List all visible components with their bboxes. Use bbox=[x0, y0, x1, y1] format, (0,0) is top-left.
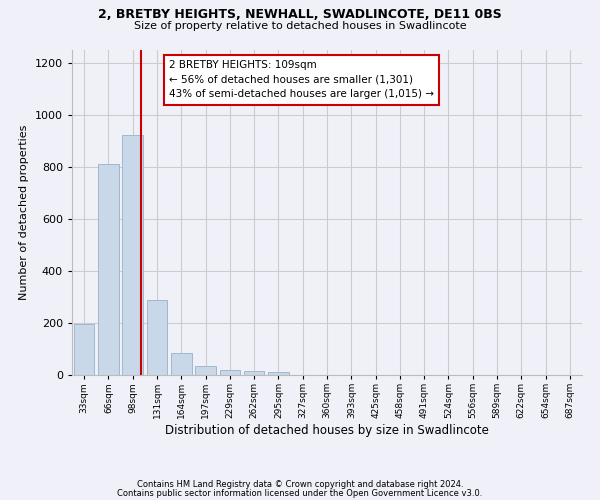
Text: Contains public sector information licensed under the Open Government Licence v3: Contains public sector information licen… bbox=[118, 489, 482, 498]
Text: Size of property relative to detached houses in Swadlincote: Size of property relative to detached ho… bbox=[134, 21, 466, 31]
Text: 2, BRETBY HEIGHTS, NEWHALL, SWADLINCOTE, DE11 0BS: 2, BRETBY HEIGHTS, NEWHALL, SWADLINCOTE,… bbox=[98, 8, 502, 20]
Y-axis label: Number of detached properties: Number of detached properties bbox=[19, 125, 29, 300]
Bar bbox=[268, 372, 289, 375]
Bar bbox=[98, 164, 119, 375]
Bar bbox=[195, 366, 216, 375]
Text: Contains HM Land Registry data © Crown copyright and database right 2024.: Contains HM Land Registry data © Crown c… bbox=[137, 480, 463, 489]
Bar bbox=[74, 324, 94, 375]
Bar bbox=[146, 300, 167, 375]
Bar bbox=[122, 134, 143, 375]
Bar bbox=[244, 371, 265, 375]
X-axis label: Distribution of detached houses by size in Swadlincote: Distribution of detached houses by size … bbox=[165, 424, 489, 437]
Bar bbox=[171, 353, 191, 375]
Text: 2 BRETBY HEIGHTS: 109sqm
← 56% of detached houses are smaller (1,301)
43% of sem: 2 BRETBY HEIGHTS: 109sqm ← 56% of detach… bbox=[169, 60, 434, 100]
Bar bbox=[220, 370, 240, 375]
